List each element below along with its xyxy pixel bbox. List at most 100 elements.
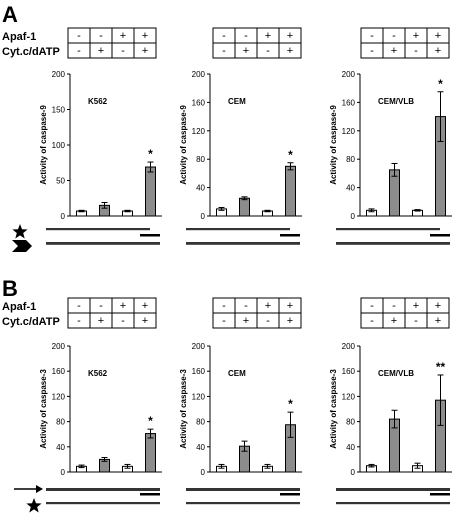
chart-title: CEM <box>228 369 246 378</box>
blot-band-lower <box>336 242 450 245</box>
condition-sign: - <box>77 45 81 57</box>
blot-band-lower <box>336 502 450 505</box>
condition-sign: - <box>222 45 226 57</box>
blot-band-fragment <box>280 234 300 237</box>
condition-sign: + <box>287 45 293 57</box>
western-blot-layer <box>12 224 450 513</box>
condition-sign: - <box>77 30 81 42</box>
blot-band-fragment <box>430 234 450 237</box>
condition-sign: + <box>391 45 397 57</box>
chart-title: CEM <box>228 97 246 106</box>
y-axis-label: Activity of caspase-3 <box>179 369 188 449</box>
arrow-head-icon <box>36 485 43 493</box>
condition-sign: - <box>121 45 125 57</box>
condition-sign: + <box>98 45 104 57</box>
chart-title: CEM/VLB <box>378 369 414 378</box>
condition-sign: - <box>77 315 81 327</box>
condition-sign: - <box>244 30 248 42</box>
blot-band-upper <box>186 228 290 231</box>
y-tick-label: 40 <box>56 443 65 452</box>
chart-title: K562 <box>88 369 108 378</box>
y-tick-label: 200 <box>52 342 66 351</box>
y-axis-label: Activity of caspase-3 <box>39 369 48 449</box>
condition-sign: - <box>222 300 226 312</box>
condition-sign: + <box>413 300 419 312</box>
condition-table: - - + + - + - + <box>360 27 450 59</box>
y-tick-label: 120 <box>342 392 356 401</box>
blot-band-lower <box>186 242 300 245</box>
blot-strip <box>186 228 300 245</box>
chart-5: - - + + - + - +0 40 80 120 160 200 Activity of caspas… <box>179 297 302 477</box>
blot-strip <box>336 228 450 245</box>
y-tick-label: 150 <box>52 106 66 115</box>
y-tick-label: 120 <box>192 392 206 401</box>
y-axis-label: Activity of caspase-3 <box>329 369 338 449</box>
condition-sign: - <box>266 315 270 327</box>
condition-sign: - <box>77 300 81 312</box>
y-tick-label: 200 <box>192 342 206 351</box>
condition-sign: - <box>244 300 248 312</box>
row-label-apaf1-a: Apaf-1 <box>2 31 36 43</box>
y-tick-label: 160 <box>52 367 66 376</box>
y-tick-label: 80 <box>56 418 65 427</box>
condition-sign: + <box>142 315 148 327</box>
y-tick-label: 160 <box>192 367 206 376</box>
y-tick-label: 40 <box>346 184 355 193</box>
y-tick-label: 50 <box>56 177 65 186</box>
condition-sign: + <box>98 315 104 327</box>
chart-1: - - + + - + - +0 50 100 150 200 Activity of caspase-… <box>39 27 162 221</box>
bar <box>239 197 250 217</box>
blot-band-fragment <box>140 234 160 237</box>
row-label-cytc-a: Cyt.c/dATP <box>2 46 60 58</box>
arrow-icon <box>12 240 32 252</box>
condition-sign: - <box>414 315 418 327</box>
y-tick-label: 200 <box>342 70 356 79</box>
chart-title: CEM/VLB <box>378 97 414 106</box>
panel-label-a: A <box>2 2 18 27</box>
bar <box>389 169 400 217</box>
condition-sign: - <box>99 30 103 42</box>
condition-sign: - <box>370 315 374 327</box>
condition-sign: + <box>435 30 441 42</box>
row-label-cytc-b: Cyt.c/dATP <box>2 316 60 328</box>
y-tick-label: 100 <box>52 141 66 150</box>
star-icon <box>26 498 42 513</box>
row-label-apaf1-b: Apaf-1 <box>2 301 36 313</box>
y-tick-label: 0 <box>351 212 356 221</box>
y-axis-label: Activity of caspase-9 <box>39 105 48 185</box>
condition-table: - - + + - + - + <box>212 297 302 329</box>
significance-marker: ** <box>436 360 446 374</box>
y-tick-label: 160 <box>342 98 356 107</box>
significance-marker: * <box>288 148 293 162</box>
condition-sign: - <box>392 300 396 312</box>
y-tick-label: 80 <box>346 155 355 164</box>
y-tick-label: 0 <box>61 212 66 221</box>
y-tick-label: 40 <box>346 443 355 452</box>
chart-4: - - + + - + - +0 40 80 120 160 200 Activity of caspas… <box>39 297 162 477</box>
bar <box>145 433 156 473</box>
y-tick-label: 200 <box>52 70 66 79</box>
significance-marker: * <box>438 77 443 91</box>
y-axis-label: Activity of caspase-9 <box>179 105 188 185</box>
condition-sign: + <box>142 300 148 312</box>
charts-layer: - - + + - + - +0 50 100 150 200 Activity of caspase-… <box>39 27 452 477</box>
condition-sign: + <box>287 300 293 312</box>
blot-strip <box>336 488 450 505</box>
significance-marker: * <box>148 147 153 161</box>
condition-sign: + <box>265 300 271 312</box>
condition-sign: + <box>142 45 148 57</box>
significance-marker: * <box>288 397 293 411</box>
bar <box>145 166 156 217</box>
condition-sign: - <box>414 45 418 57</box>
blot-band-upper <box>336 488 450 491</box>
y-tick-label: 40 <box>196 443 205 452</box>
blot-band-upper <box>46 488 160 491</box>
condition-sign: + <box>413 30 419 42</box>
condition-table: - - + + - + - + <box>67 27 157 59</box>
condition-sign: + <box>120 300 126 312</box>
condition-table: - - + + - + - + <box>360 297 450 329</box>
chart-2: - - + + - + - +0 40 80 120 160 200 Activity of caspas… <box>179 27 302 221</box>
blot-strip <box>46 228 160 245</box>
blot-band-upper <box>46 228 150 231</box>
